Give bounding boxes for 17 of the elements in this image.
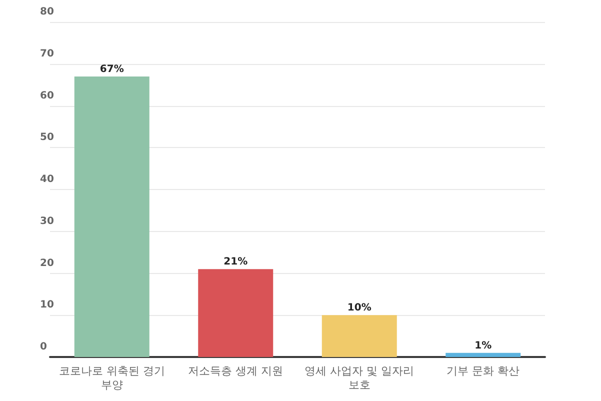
data-label: 67%: [100, 64, 124, 75]
y-tick-label: 60: [40, 90, 54, 102]
data-label: 21%: [224, 256, 248, 268]
x-tick-label: 기부 문화 확산: [446, 364, 520, 378]
x-tick-label: 저소득층 생계 지원: [188, 364, 284, 378]
y-tick-label: 40: [40, 174, 54, 185]
x-tick-label: 영세 사업자 및 일자리 보호: [304, 364, 414, 392]
y-tick-label: 10: [40, 300, 54, 311]
y-tick-label: 20: [40, 258, 54, 269]
y-tick-label: 0: [40, 342, 47, 352]
data-label: 10%: [347, 302, 372, 314]
y-tick-label: 80: [40, 6, 54, 18]
y-tick-label: 30: [40, 216, 54, 227]
y-tick-label: 50: [40, 132, 54, 144]
x-tick-label: 코로나로 위축된 경기 부양: [58, 364, 165, 392]
data-label: 1%: [474, 340, 492, 352]
y-tick-label: 70: [40, 48, 54, 60]
